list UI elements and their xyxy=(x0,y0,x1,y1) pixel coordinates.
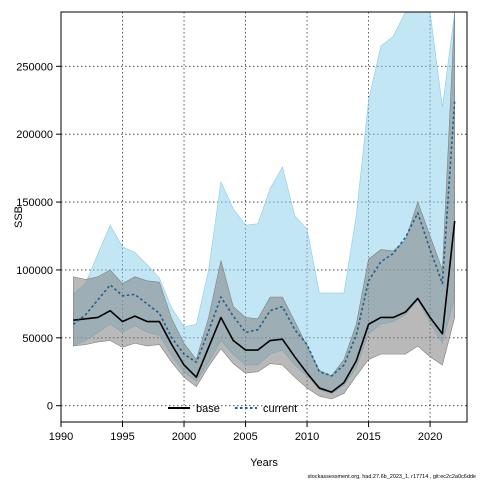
x-tick-label: 2000 xyxy=(172,431,196,443)
x-axis: 1990 1995 2000 2005 2010 2015 2020 xyxy=(49,422,442,443)
plot-frame xyxy=(60,11,468,423)
x-tick-label: 1995 xyxy=(110,431,134,443)
x-tick-label: 2020 xyxy=(418,431,442,443)
x-tick-label: 2005 xyxy=(233,431,257,443)
base-series-line xyxy=(73,220,456,393)
legend-label-current: current xyxy=(263,403,297,415)
series-lines xyxy=(72,100,456,393)
legend-label-base: base xyxy=(196,403,220,415)
y-tick-label: 100000 xyxy=(16,265,53,277)
y-tick-label: 50000 xyxy=(22,333,53,345)
y-tick-label: 200000 xyxy=(16,129,53,141)
y-axis-title: SSB xyxy=(13,206,25,228)
x-tick-label: 2010 xyxy=(295,431,319,443)
x-axis-title: Years xyxy=(250,457,278,469)
x-tick-label: 1990 xyxy=(49,431,73,443)
y-tick-label: 150000 xyxy=(16,197,53,209)
x-tick-label: 2015 xyxy=(356,431,380,443)
legend: base current xyxy=(168,403,297,415)
y-axis: 0 50000 100000 150000 200000 250000 xyxy=(16,61,61,413)
y-tick-label: 0 xyxy=(47,401,53,413)
current-series-line xyxy=(72,100,456,377)
credit-text: stockassessment.org, had.27.6b_2023_1, r… xyxy=(308,474,476,480)
confidence-bands xyxy=(73,12,455,400)
y-tick-label: 250000 xyxy=(16,61,53,73)
